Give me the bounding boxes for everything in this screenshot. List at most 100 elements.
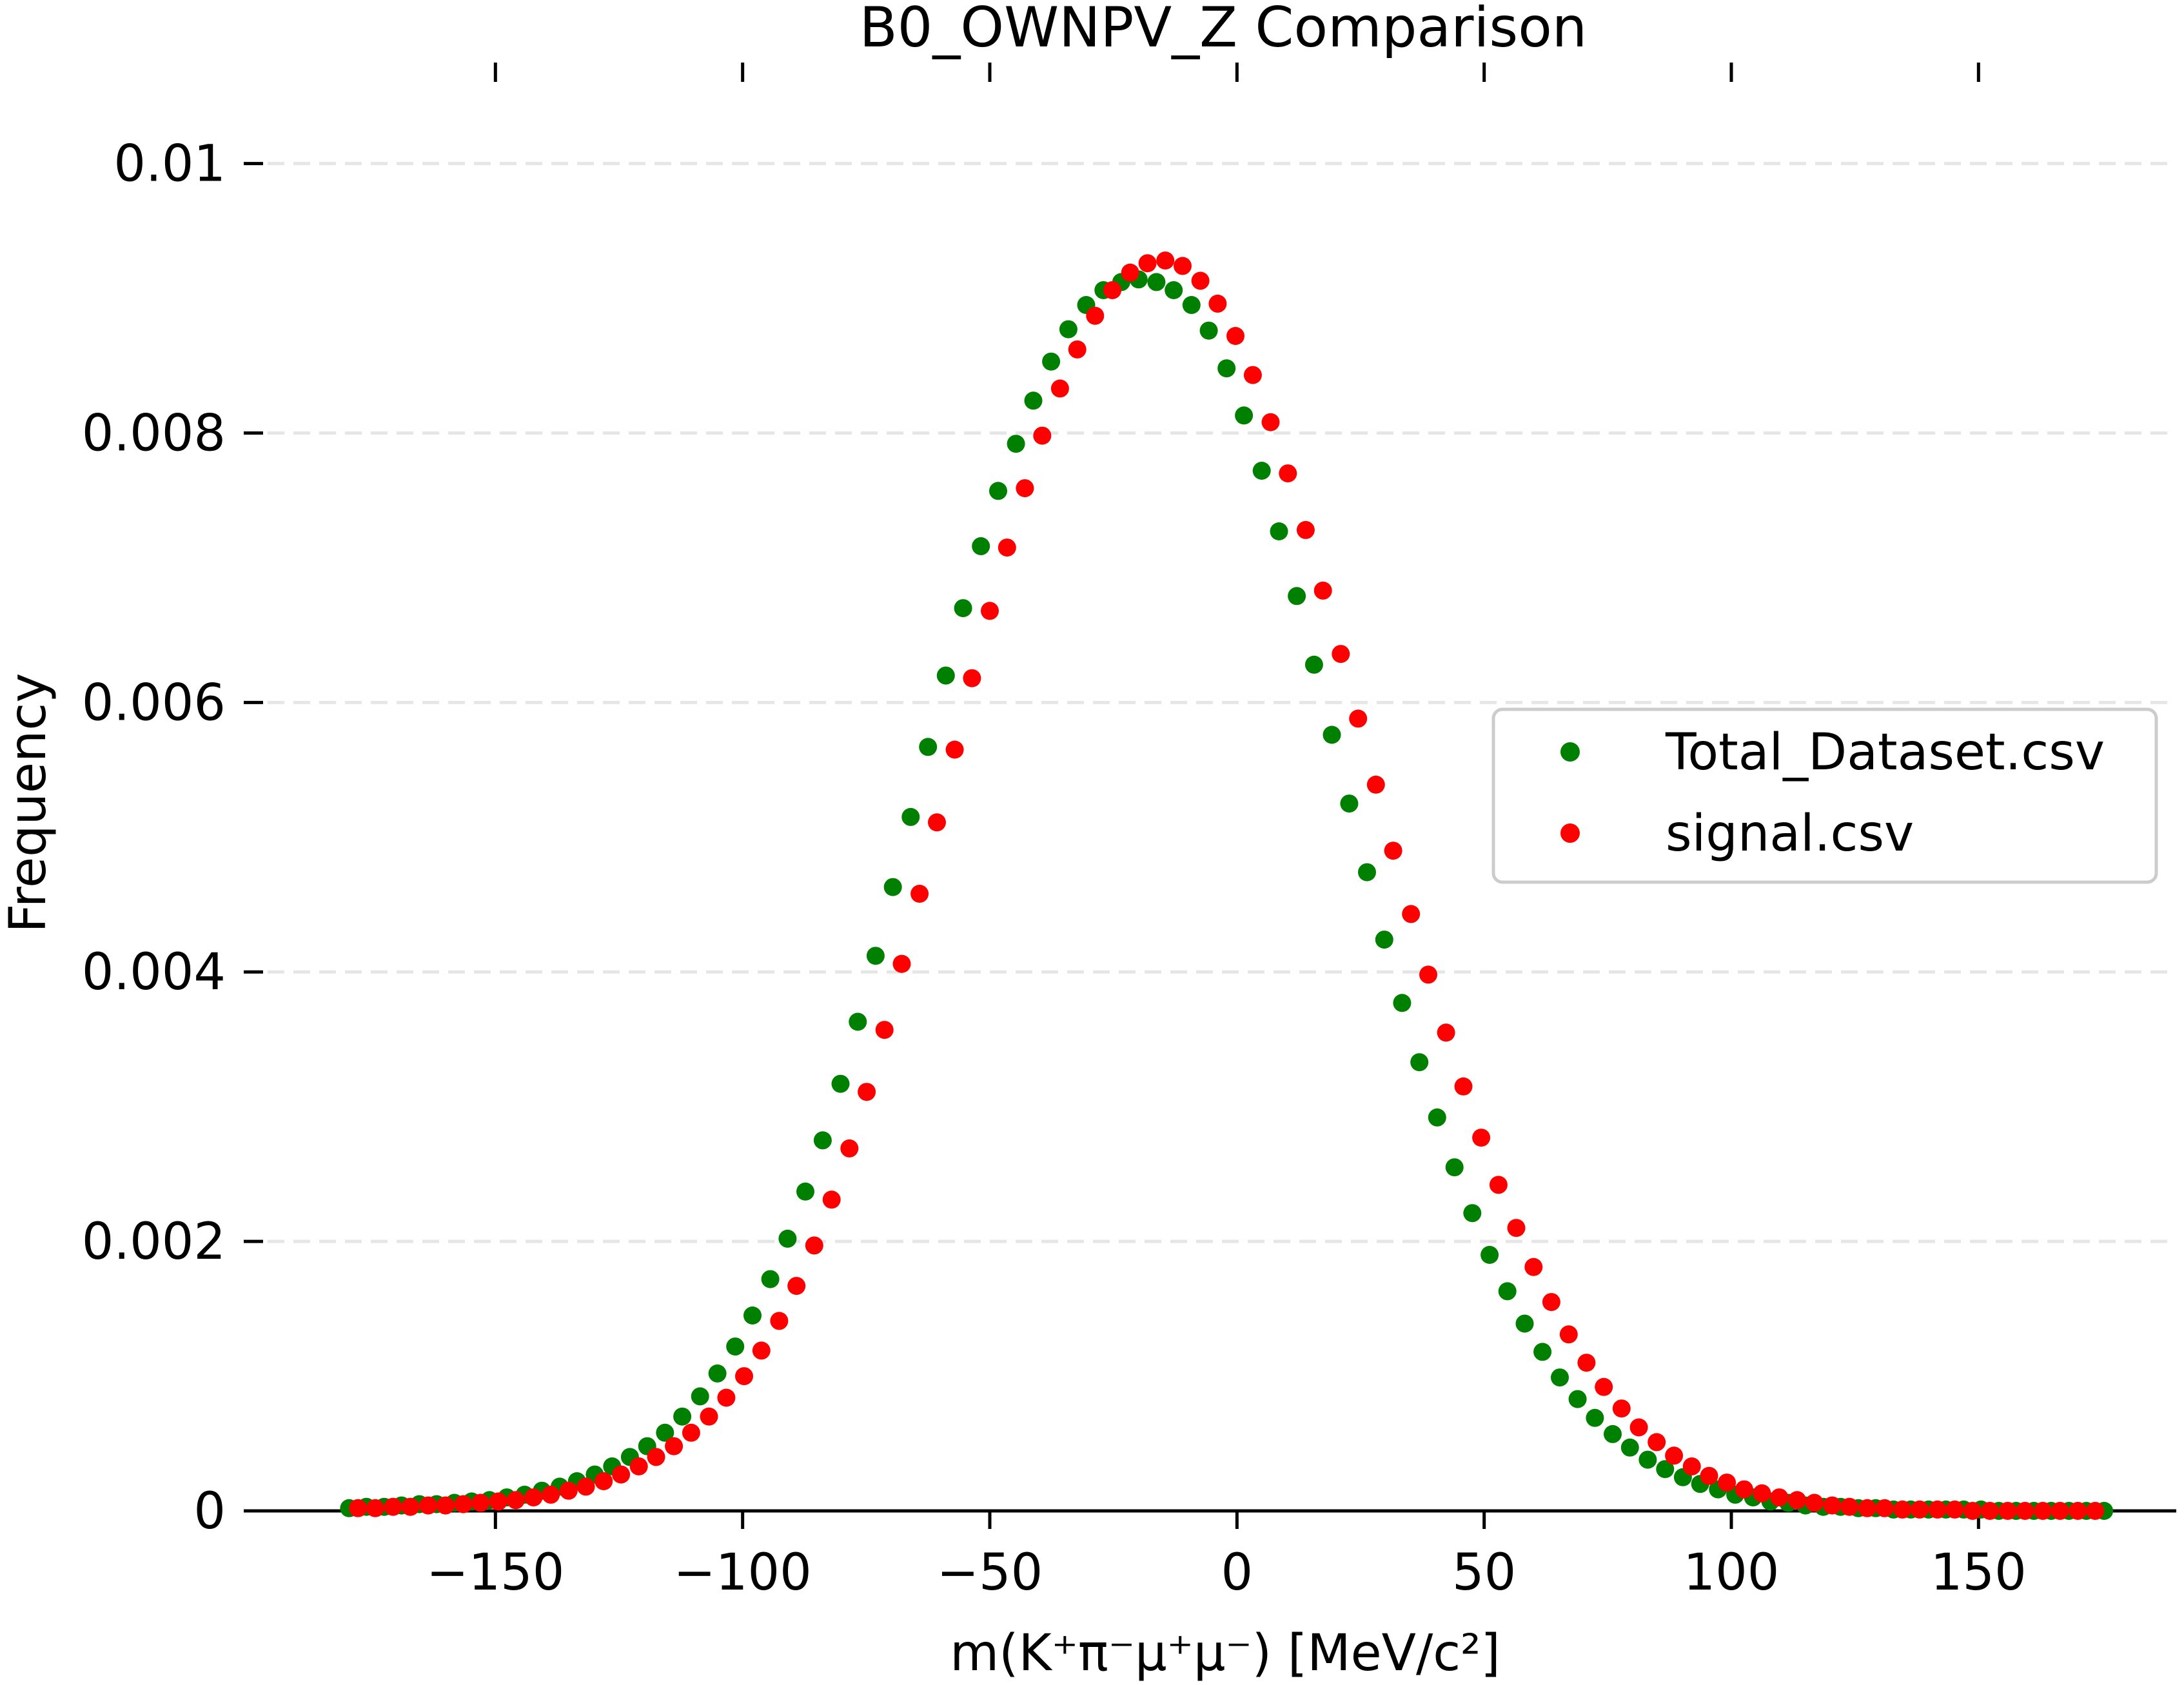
data-point (612, 1465, 631, 1484)
data-point (875, 1021, 894, 1040)
data-point (805, 1236, 823, 1255)
data-point (1419, 965, 1437, 984)
grid-lines (268, 162, 2176, 1243)
data-point (471, 1493, 490, 1512)
data-point (1304, 655, 1323, 674)
legend-box (1491, 707, 2158, 884)
data-point (1103, 281, 1122, 299)
data-point (524, 1488, 543, 1507)
data-point (787, 1277, 806, 1296)
data-point (1911, 1500, 1929, 1519)
data-point (656, 1423, 674, 1442)
data-point (1998, 1502, 2017, 1520)
data-point (1945, 1500, 1964, 1519)
data-point (1629, 1418, 1648, 1437)
data-point (954, 599, 972, 618)
data-point (489, 1492, 507, 1511)
data-point (708, 1364, 727, 1383)
data-point (726, 1337, 745, 1356)
y-tick-label: 0.01 (113, 135, 226, 193)
data-point (2051, 1502, 2069, 1520)
data-point (1481, 1246, 1499, 1264)
data-point (1191, 271, 1210, 290)
data-point (1875, 1499, 1894, 1517)
x-tick-label: −50 (937, 1544, 1043, 1602)
data-point (1199, 321, 1218, 340)
y-tick-label: 0.004 (82, 943, 226, 1001)
data-point (1454, 1077, 1473, 1096)
data-point (770, 1312, 789, 1330)
data-point (1165, 281, 1183, 299)
data-point (1252, 462, 1271, 480)
data-point (1217, 359, 1236, 378)
data-point (1208, 294, 1227, 313)
data-point (1243, 366, 1262, 384)
data-point (1568, 1390, 1587, 1408)
data-point (1437, 1023, 1455, 1042)
data-point (1007, 435, 1025, 453)
data-point (1375, 931, 1393, 949)
legend-marker-total-dataset (1560, 742, 1580, 762)
data-point (1559, 1325, 1578, 1344)
data-point (778, 1229, 797, 1248)
data-point (858, 1083, 876, 1101)
data-point (542, 1485, 560, 1504)
data-point (1402, 905, 1421, 923)
data-point (813, 1131, 832, 1150)
data-point (1656, 1460, 1675, 1479)
data-point (1788, 1491, 1806, 1510)
series-signal (349, 251, 2105, 1520)
data-point (1156, 251, 1175, 270)
data-point (1332, 645, 1350, 664)
data-point (1068, 340, 1087, 359)
data-point (1270, 522, 1288, 540)
data-point (1718, 1473, 1736, 1492)
data-point (1840, 1497, 1859, 1516)
data-point (1121, 263, 1139, 282)
data-point (1515, 1314, 1534, 1333)
data-point (752, 1341, 771, 1360)
data-point (735, 1367, 753, 1386)
data-point (1059, 320, 1077, 339)
data-point (1620, 1438, 1639, 1457)
data-point (1595, 1377, 1613, 1396)
data-point (883, 878, 902, 896)
axes: 0 0.002 0.004 0.006 0.008 0.01 −150 −100 −50 0 50 1… (82, 63, 2176, 1602)
y-tick-label: 0.008 (82, 404, 226, 462)
data-point (761, 1270, 780, 1288)
data-point (1665, 1446, 1684, 1465)
data-point (1261, 413, 1280, 431)
data-point (1042, 352, 1061, 371)
data-point (366, 1499, 384, 1517)
data-point (682, 1423, 700, 1442)
data-point (1577, 1354, 1596, 1372)
data-point (1445, 1158, 1464, 1177)
data-point (559, 1481, 578, 1500)
y-tick-label: 0 (193, 1483, 226, 1541)
data-point (1393, 994, 1412, 1012)
data-point (1858, 1499, 1876, 1517)
data-point (849, 1012, 867, 1031)
data-point (1024, 391, 1043, 410)
x-tick-label: 150 (1931, 1544, 2027, 1602)
x-tick-label: 0 (1221, 1544, 1254, 1602)
data-point (595, 1472, 613, 1490)
data-point (1963, 1502, 1982, 1520)
data-point (1050, 379, 1069, 398)
y-axis-label: Frequency (0, 673, 57, 933)
data-point (1349, 709, 1368, 728)
data-point (945, 740, 964, 759)
data-point (454, 1495, 473, 1513)
data-point (1182, 296, 1201, 314)
data-point (910, 885, 929, 903)
data-point (1288, 587, 1306, 606)
data-point (1358, 863, 1376, 882)
data-point (1366, 775, 1385, 794)
data-point (384, 1497, 402, 1516)
data-point (1384, 842, 1402, 860)
data-point (2016, 1502, 2034, 1520)
data-point (1823, 1496, 1842, 1515)
data-point (1735, 1480, 1753, 1499)
x-tick-label: −150 (426, 1544, 564, 1602)
data-point (866, 947, 885, 965)
